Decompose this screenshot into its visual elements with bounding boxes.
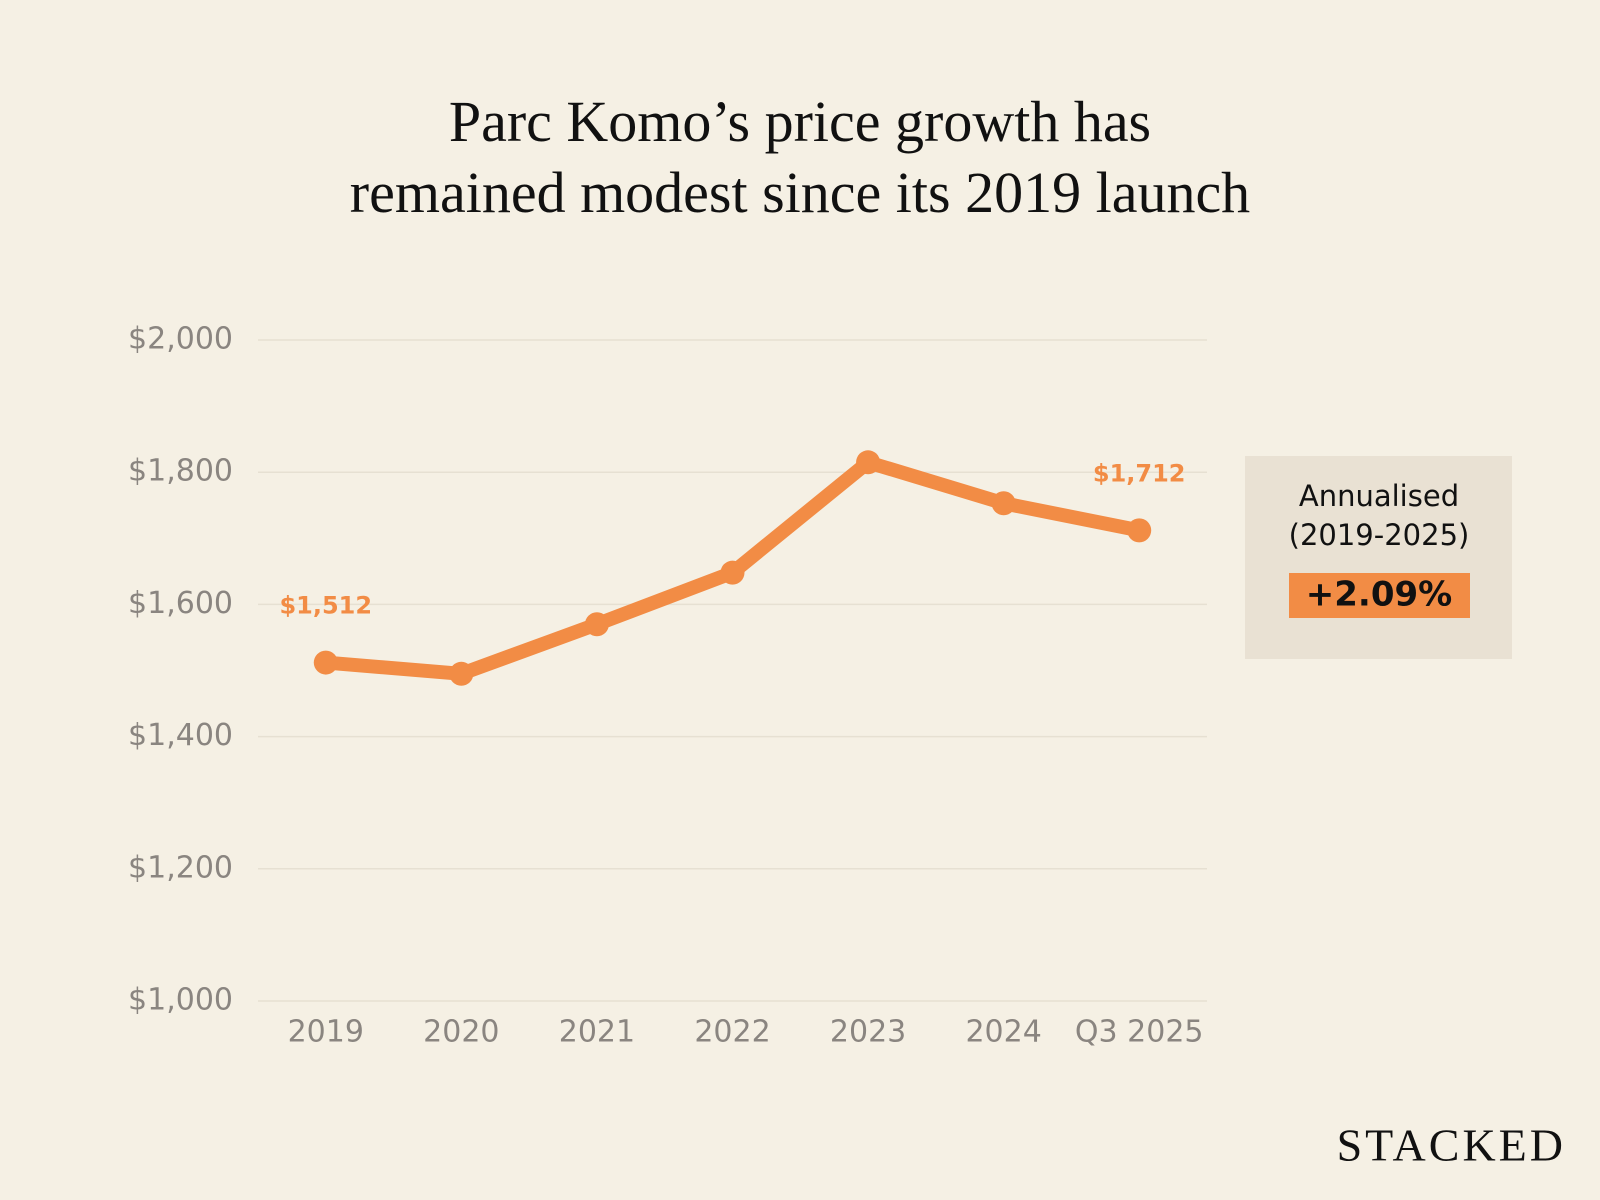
annotation-label: Annualised (1299, 479, 1459, 513)
annotation-value: +2.09% (1306, 575, 1452, 615)
x-tick-label: 2020 (423, 1015, 499, 1050)
annotation-badge (1289, 573, 1470, 618)
annotation-period: (2019-2025) (1289, 518, 1470, 552)
x-tick-label: 2021 (559, 1015, 635, 1050)
x-tick-label: 2023 (830, 1015, 906, 1050)
y-tick-label: $1,800 (128, 454, 233, 489)
marker (720, 560, 745, 585)
brand: STACKED (1337, 1120, 1566, 1171)
y-tick-label: $1,200 (128, 850, 233, 885)
y-tick-label: $1,000 (128, 983, 233, 1018)
marker (856, 450, 881, 475)
x-tick-label: 2019 (288, 1015, 364, 1050)
x-tick-label: Q3 2025 (1075, 1015, 1204, 1050)
marker (1127, 518, 1152, 543)
chart-title: Parc Komo’s price growth has remained mod… (350, 89, 1250, 225)
y-tick-label: $2,000 (128, 322, 233, 357)
y-tick-label: $1,600 (128, 586, 233, 621)
y-tick-label: $1,400 (128, 718, 233, 753)
marker (584, 612, 609, 637)
x-tick-label: 2024 (965, 1015, 1041, 1050)
annotation-box (1245, 456, 1512, 659)
x-tick-label: 2022 (694, 1015, 770, 1050)
marker (449, 661, 474, 686)
marker (313, 650, 338, 675)
data-label: $1,512 (279, 592, 372, 620)
marker (991, 491, 1016, 516)
data-label: $1,712 (1093, 459, 1186, 487)
